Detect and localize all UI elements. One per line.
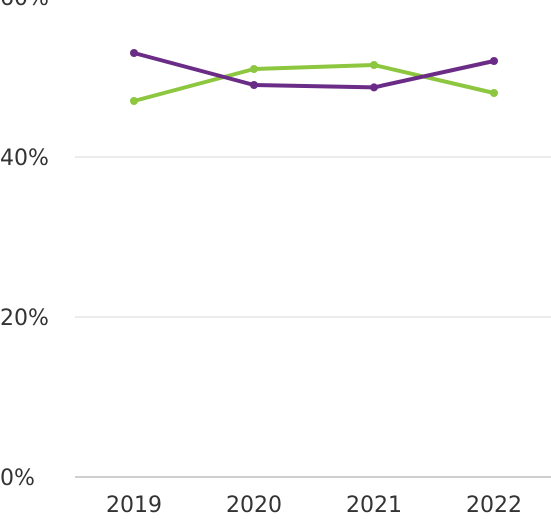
y-tick-label: 40% <box>0 146 49 171</box>
data-point <box>130 49 138 57</box>
data-point <box>370 61 378 69</box>
data-point <box>370 83 378 92</box>
gridlines <box>75 156 551 478</box>
series-line <box>132 63 496 103</box>
series-lines <box>130 49 498 105</box>
x-tick-label: 2022 <box>466 493 522 518</box>
y-tick-label: 20% <box>0 306 49 331</box>
series-1 <box>130 61 498 105</box>
y-tick-label: 60% <box>0 0 49 11</box>
data-point <box>490 57 498 65</box>
x-tick-label: 2019 <box>106 493 162 518</box>
y-axis-tick-labels: 0% 20% 40% 60% <box>0 0 49 491</box>
data-point <box>250 65 258 73</box>
data-point <box>250 81 258 89</box>
series-line <box>132 51 496 90</box>
series-2 <box>130 49 498 92</box>
x-tick-label: 2021 <box>346 493 402 518</box>
x-axis-tick-labels: 2019 2020 2021 2022 <box>106 493 522 518</box>
x-tick-label: 2020 <box>226 493 282 518</box>
data-point <box>490 89 498 97</box>
y-tick-label: 0% <box>0 466 35 491</box>
data-point <box>130 97 138 105</box>
